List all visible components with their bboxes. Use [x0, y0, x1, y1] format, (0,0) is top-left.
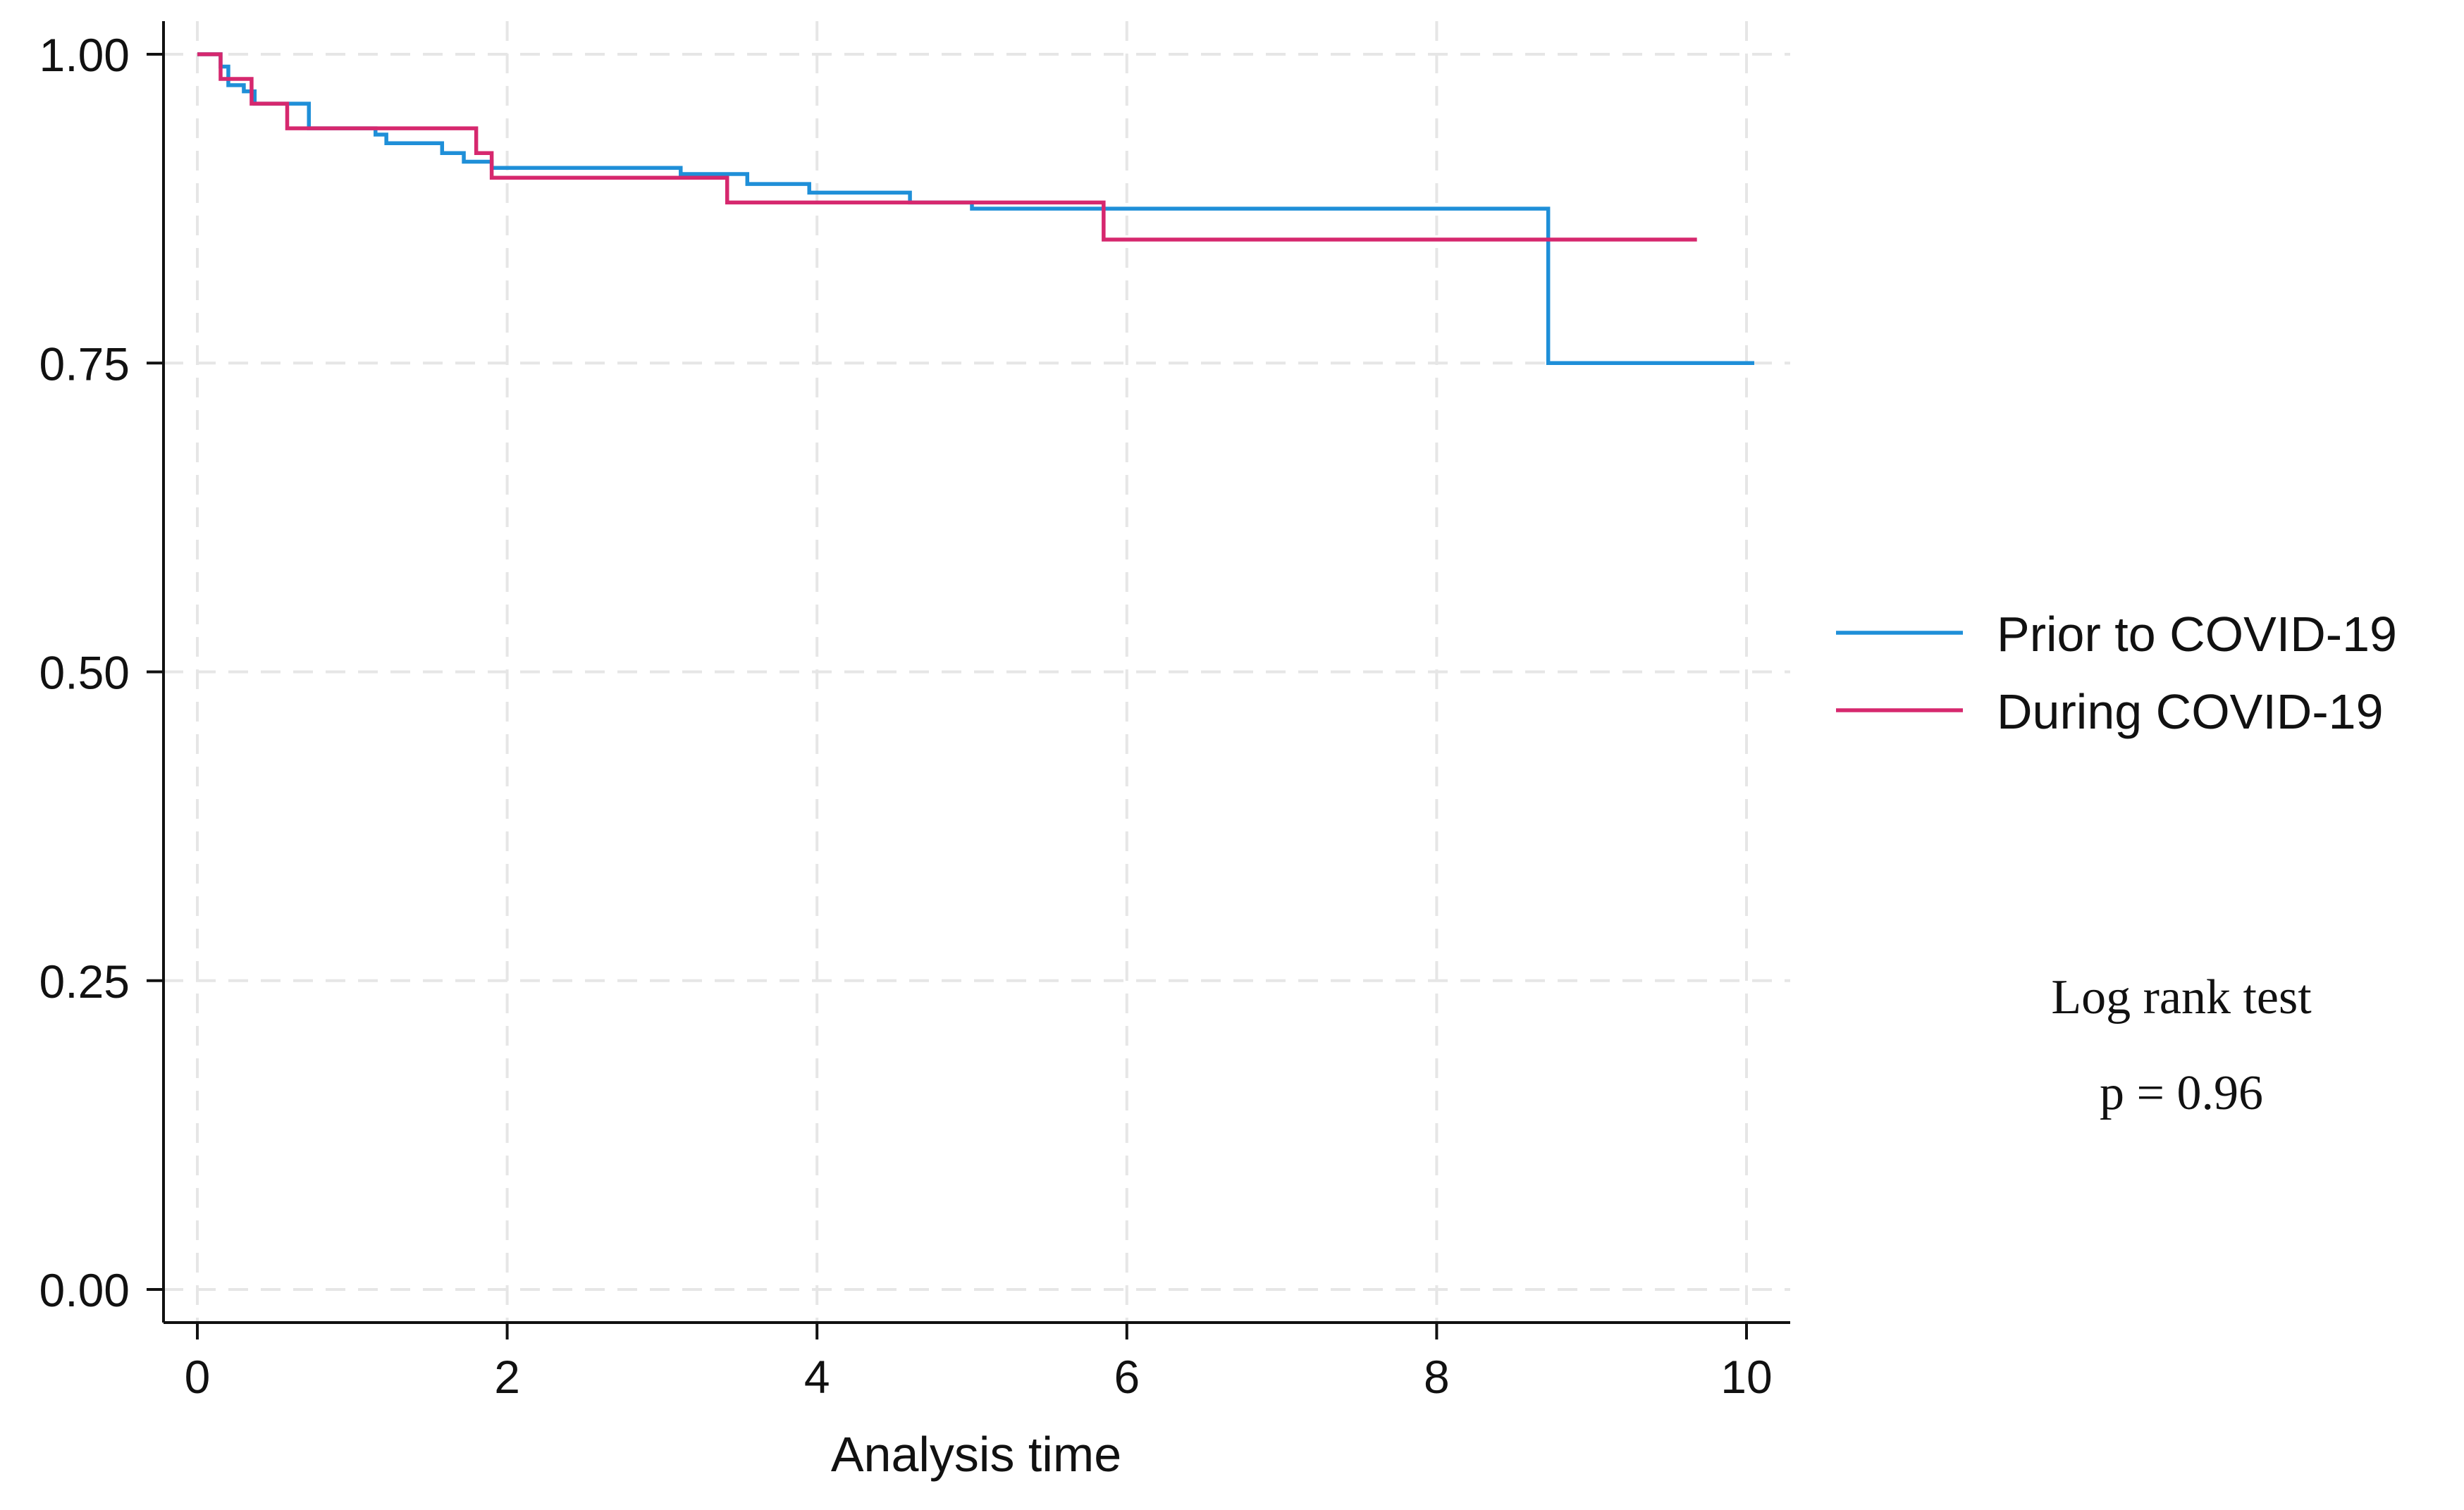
gridlines — [164, 21, 1790, 1323]
x-tick-label-3: 6 — [1114, 1351, 1140, 1403]
y-tick-label-2: 0.50 — [39, 647, 130, 699]
y-tick-label-0: 0.00 — [39, 1264, 130, 1316]
x-tick-label-4: 8 — [1424, 1351, 1450, 1403]
legend-label-during: During COVID-19 — [1997, 684, 2384, 739]
log-rank-annotation: Log rank test p = 0.96 — [2051, 970, 2312, 1120]
x-tick-label-1: 2 — [494, 1351, 520, 1403]
series-line-during-covid — [197, 52, 1697, 242]
series-line-prior-to-covid — [197, 52, 1754, 365]
annotation-test-name: Log rank test — [2051, 970, 2312, 1025]
x-tick-label-2: 4 — [804, 1351, 830, 1403]
series-lines — [197, 52, 1754, 365]
legend: Prior to COVID-19 During COVID-19 — [1836, 607, 2397, 739]
y-tick-label-3: 0.75 — [39, 338, 130, 390]
axes: 0 2 4 6 8 10 0.00 0.25 0.50 0.75 1.00 — [39, 21, 1790, 1403]
x-tick-label-5: 10 — [1720, 1351, 1772, 1403]
y-tick-label-1: 0.25 — [39, 955, 130, 1008]
x-axis-title: Analysis time — [831, 1427, 1121, 1482]
x-tick-label-0: 0 — [185, 1351, 211, 1403]
legend-label-prior: Prior to COVID-19 — [1997, 607, 2397, 662]
y-tick-label-4: 1.00 — [39, 29, 130, 81]
annotation-p-value: p = 0.96 — [2100, 1066, 2263, 1120]
